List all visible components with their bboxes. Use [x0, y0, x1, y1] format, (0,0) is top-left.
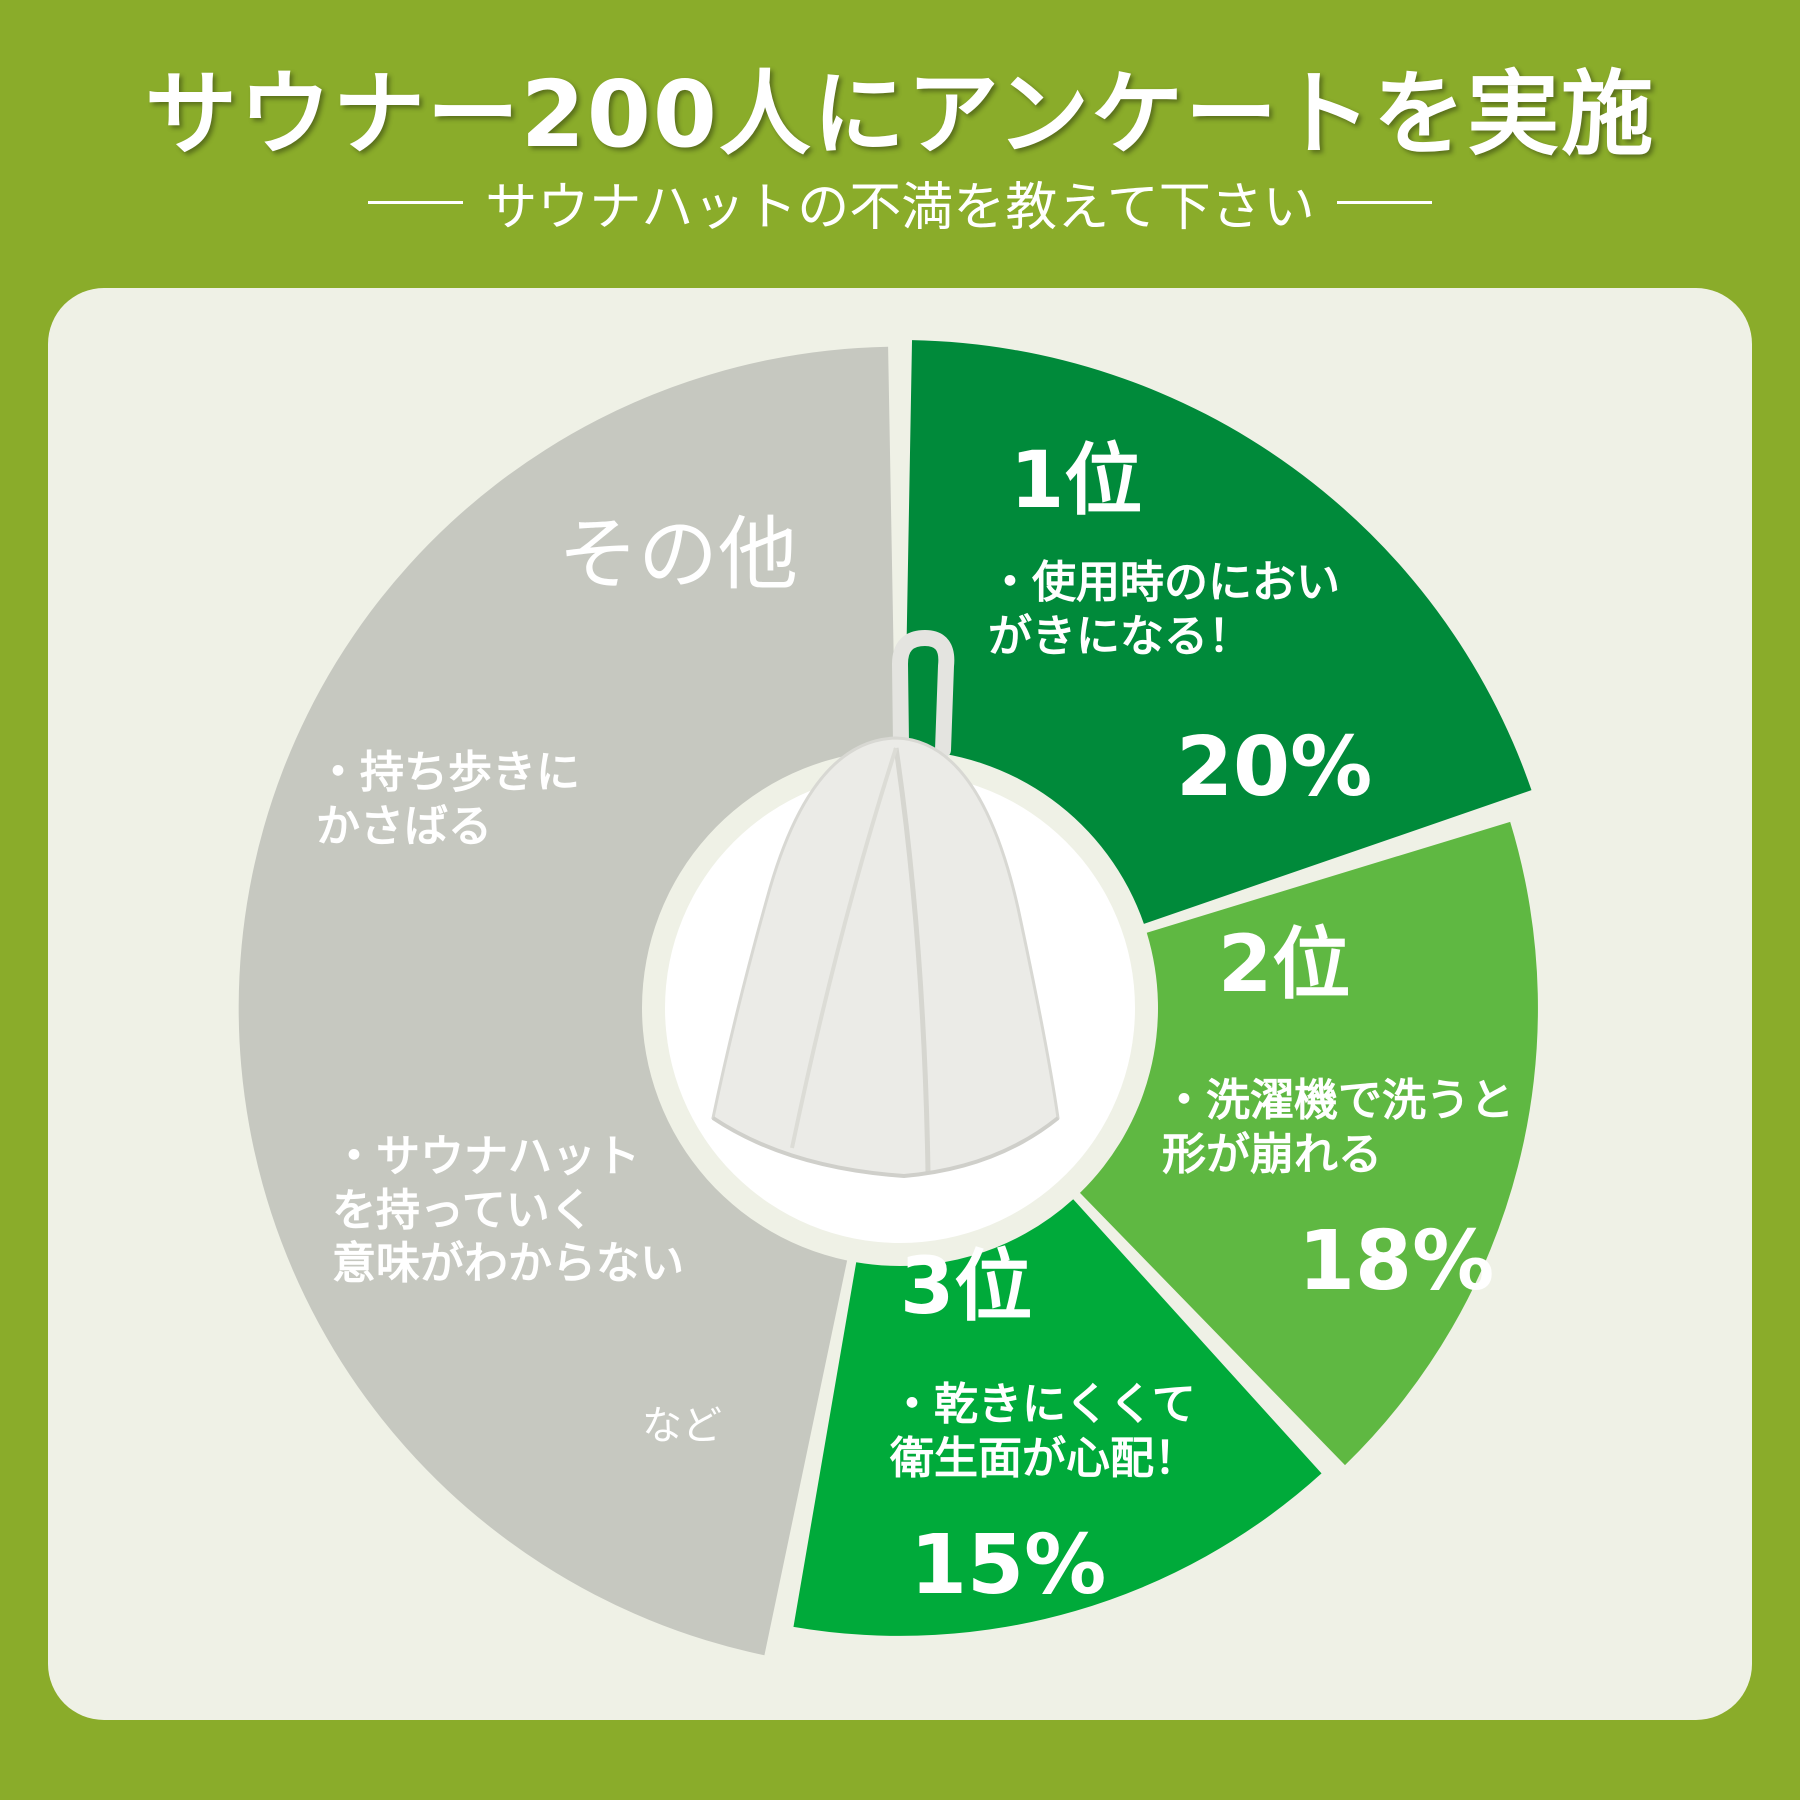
- donut-slice-2: [1079, 821, 1538, 1466]
- subtitle-text: サウナハットの不満を教えて下さい: [485, 178, 1315, 238]
- other-item-etc: など: [642, 1403, 722, 1449]
- slice-3-text: ・乾きにくくて 衛生面が心配！: [890, 1379, 1198, 1484]
- slice-3-rank: 3位: [900, 1242, 1033, 1332]
- other-item-2: ・サウナハット を持っていく 意味がわからない: [332, 1131, 684, 1290]
- slice-1-rank: 1位: [1010, 436, 1143, 526]
- slice-2-rank: 2位: [1218, 920, 1351, 1010]
- slice-2-text: ・洗濯機で洗うと 形が崩れる: [1162, 1075, 1514, 1180]
- donut-slice-4: [238, 346, 896, 1656]
- donut-chart: [238, 340, 1538, 1656]
- slice-other-title: その他: [558, 508, 798, 601]
- sauna-hat-icon: [711, 630, 1060, 1179]
- page-title: サウナー200人にアンケートを実施: [144, 61, 1656, 168]
- donut-slice-3: [793, 1199, 1322, 1636]
- page-subtitle: サウナハットの不満を教えて下さい: [0, 165, 1800, 240]
- subtitle-right-rule: [1336, 201, 1432, 204]
- slice-1-percent: 20%: [1176, 720, 1373, 815]
- slice-3-percent: 15%: [910, 1518, 1107, 1613]
- other-item-1: ・持ち歩きに かさばる: [316, 747, 580, 852]
- donut-slices: [238, 340, 1538, 1656]
- donut-slice-1: [904, 340, 1532, 924]
- subtitle-left-rule: [368, 201, 464, 204]
- slice-2-percent: 18%: [1298, 1214, 1495, 1309]
- slice-1-text: ・使用時のにおい がきになる！: [988, 557, 1340, 662]
- chart-panel: 1位 ・使用時のにおい がきになる！ 20% 2位 ・洗濯機で洗うと 形が崩れる…: [48, 288, 1752, 1720]
